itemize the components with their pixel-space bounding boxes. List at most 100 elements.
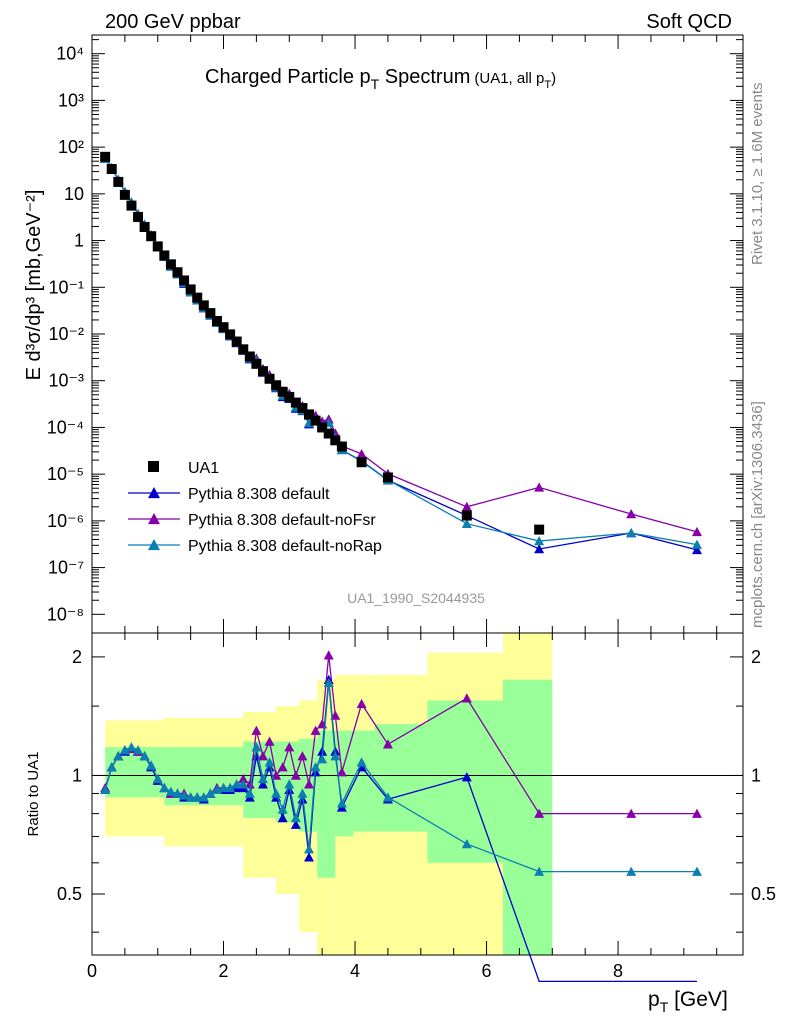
data-point — [238, 344, 249, 355]
ratio-band-inner — [427, 700, 503, 863]
side-mcplots-label: mcplots.cern.ch [arXiv:1306.3436] — [749, 401, 766, 628]
ratio-point-1 — [284, 742, 295, 752]
ratio-y-ticks: 2 2 1 1 0.5 0.5 — [57, 647, 776, 933]
series-point-0 — [691, 544, 702, 555]
ratio-point-2 — [336, 798, 347, 808]
data-point — [356, 457, 367, 468]
data-point — [251, 358, 262, 369]
header-left: 200 GeV ppbar — [105, 11, 241, 33]
ratio-point-2 — [119, 745, 130, 755]
y-tick-label-main: 10⁻⁵ — [47, 464, 84, 484]
ratio-point-2 — [159, 782, 170, 793]
data-point — [179, 275, 190, 286]
data-point — [231, 336, 242, 347]
legend-label-2: Pythia 8.308 default-noRap — [188, 538, 382, 555]
x-tick-label: 8 — [613, 961, 623, 981]
data-point — [290, 397, 301, 408]
ratio-point-2 — [356, 757, 367, 767]
ratio-point-1 — [264, 736, 275, 746]
ratio-point-2 — [257, 773, 268, 784]
data-point — [382, 472, 393, 483]
chart-title-note: (UA1, all p — [474, 70, 544, 87]
ratio-point-1 — [251, 725, 262, 735]
data-point — [244, 351, 255, 362]
ratio-point-2 — [238, 779, 249, 789]
ratio-point-2 — [133, 745, 144, 755]
ratio-point-2 — [534, 866, 545, 876]
ratio-point-2 — [218, 782, 229, 793]
ratio-point-2 — [100, 784, 111, 794]
main-y-ticks: 10⁴ 10³ 10² 10 1 10⁻¹ 10⁻² 10⁻³ 10⁻⁴ 10⁻⁵ 10⁻⁶ 10⁻⁷… — [47, 39, 743, 624]
data-point — [126, 200, 137, 211]
data-point — [317, 422, 328, 433]
ratio-point-2 — [113, 751, 124, 761]
y-tick-label-main: 10⁻³ — [48, 371, 84, 391]
data-point — [336, 441, 347, 452]
series-point-1 — [626, 509, 637, 519]
x-axis-label-main: p — [648, 988, 660, 1011]
chart-title-note-sub: T — [544, 79, 551, 91]
data-point — [146, 231, 157, 242]
series-point-1 — [691, 526, 702, 537]
ratio-point-0 — [317, 746, 328, 756]
ratio-point-1 — [271, 770, 282, 780]
y-tick-label-main: 10⁻¹ — [48, 277, 84, 297]
x-tick-label: 2 — [219, 961, 229, 981]
x-tick-label: 0 — [87, 961, 97, 981]
ratio-band-inner — [374, 724, 428, 832]
ratio-point-2 — [231, 779, 242, 789]
ratio-point-1 — [310, 725, 321, 735]
data-point — [330, 435, 341, 446]
ratio-marks — [100, 650, 702, 983]
main-panel: 10⁴ 10³ 10² 10 1 10⁻¹ 10⁻² 10⁻³ 10⁻⁴ 10⁻⁵ 10⁻⁶ 10⁻⁷… — [23, 34, 744, 634]
y-tick-label-main: 10⁻⁸ — [47, 604, 84, 624]
legend-marker-data — [148, 461, 159, 472]
ratio-point-0 — [277, 812, 288, 823]
y-tick-label-ratio: 2 — [72, 647, 82, 667]
data-point — [133, 211, 144, 222]
ratio-point-2 — [146, 760, 157, 770]
legend-marker-2 — [148, 539, 160, 551]
data-point — [192, 292, 203, 303]
series-point-2 — [626, 528, 637, 538]
ratio-point-1 — [244, 779, 255, 789]
y-tick-label-main: 10⁻² — [48, 324, 84, 344]
chart-title-tail: Spectrum — [379, 66, 470, 88]
side-rivet-label: Rivet 3.1.10, ≥ 1.6M events — [749, 83, 766, 266]
ratio-point-1 — [257, 751, 268, 761]
ratio-point-2 — [198, 792, 209, 802]
ratio-point-2 — [323, 677, 334, 687]
y-tick-label-main: 10³ — [58, 90, 84, 110]
ratio-point-1 — [382, 739, 393, 749]
ratio-point-2 — [317, 754, 328, 764]
header-right: Soft QCD — [646, 11, 732, 33]
ratio-point-2 — [165, 786, 176, 796]
ratio-frame — [91, 632, 744, 956]
data-point — [100, 151, 111, 162]
data-point — [461, 510, 472, 521]
y-tick-label-main: 1 — [74, 231, 84, 251]
ratio-point-2 — [192, 792, 203, 802]
ratio-point-2 — [244, 788, 255, 798]
x-tick-label: 6 — [482, 961, 492, 981]
chart-title-sub: T — [371, 76, 380, 92]
data-point — [152, 241, 163, 252]
data-point — [277, 386, 288, 397]
data-point — [271, 380, 282, 391]
ratio-point-0 — [461, 772, 472, 782]
ratio-point-1 — [304, 779, 314, 789]
y-tick-label-main: 10 — [64, 184, 84, 204]
ratio-point-1 — [330, 710, 341, 720]
series-point-1 — [461, 501, 472, 512]
data-point — [264, 373, 275, 384]
ratio-point-2 — [139, 751, 150, 761]
legend-marker-0 — [148, 487, 160, 499]
ratio-point-2 — [264, 757, 275, 767]
series-point-2 — [461, 518, 472, 528]
data-point — [205, 308, 216, 319]
analysis-id: UA1_1990_S2044935 — [347, 590, 485, 606]
data-point — [185, 284, 196, 295]
ratio-point-2 — [284, 779, 295, 789]
legend-label-data: UA1 — [188, 460, 219, 477]
